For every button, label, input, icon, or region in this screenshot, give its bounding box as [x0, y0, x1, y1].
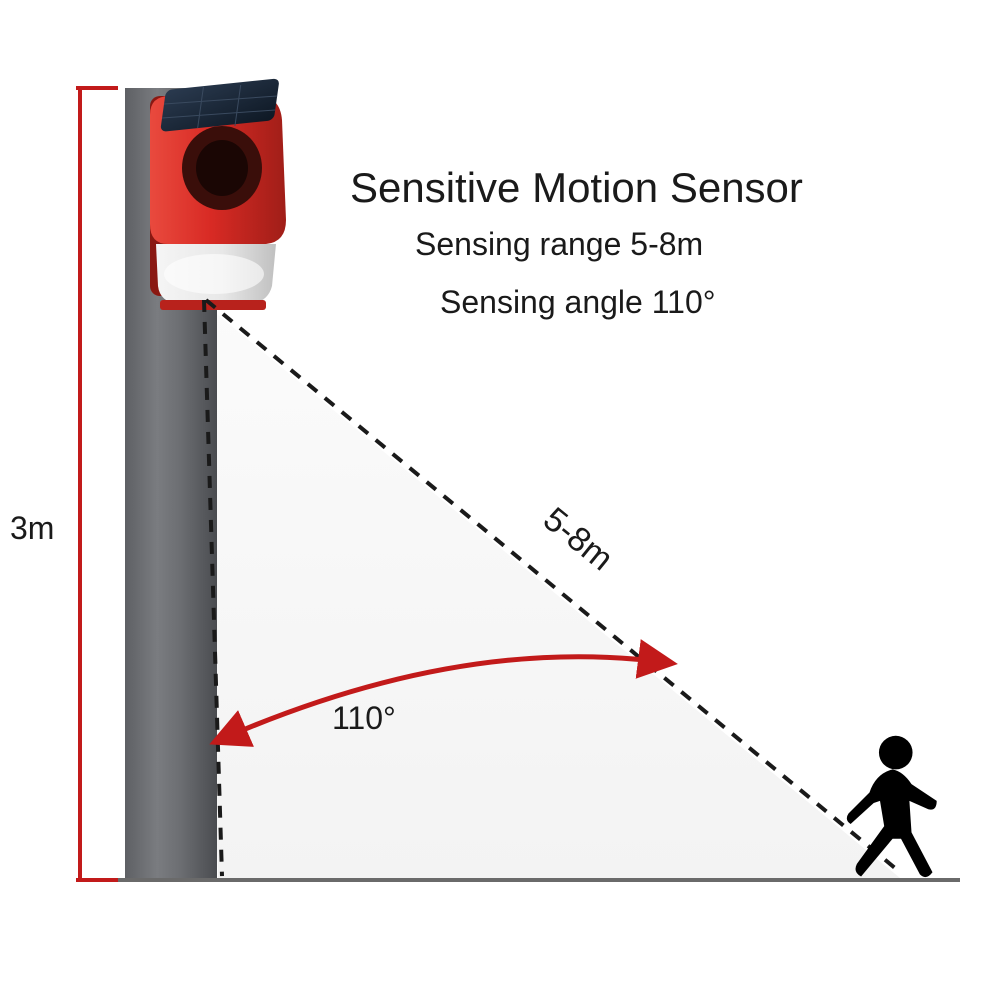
angle-value-label: 110°	[332, 700, 396, 737]
scene-svg	[0, 0, 1001, 1001]
height-dimension	[76, 88, 118, 880]
title-text: Sensitive Motion Sensor	[350, 164, 803, 212]
subtitle-angle: Sensing angle 110°	[440, 284, 716, 321]
sensor-device	[150, 78, 286, 310]
subtitle-range: Sensing range 5-8m	[415, 226, 703, 263]
height-label: 3m	[10, 510, 54, 547]
diagram-canvas: 3m Sensitive Motion Sensor Sensing range…	[0, 0, 1001, 1001]
beam-cone	[200, 300, 900, 878]
